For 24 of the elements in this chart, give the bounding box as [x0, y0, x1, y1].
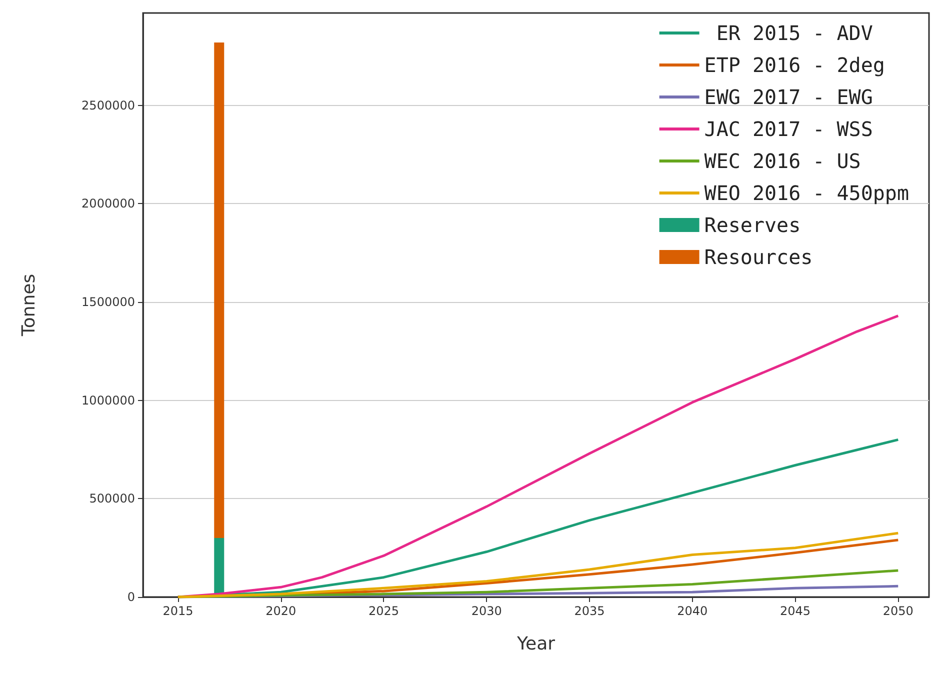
legend-label: EWG 2017 - EWG — [704, 85, 873, 109]
y-tick-label: 0 — [127, 590, 135, 604]
y-tick-label: 2500000 — [82, 98, 135, 112]
y-tick-label: 1000000 — [82, 393, 135, 408]
legend-label: WEO 2016 - 450ppm — [704, 181, 910, 205]
x-tick-label: 2030 — [471, 604, 502, 618]
legend-label: JAC 2017 - WSS — [704, 117, 873, 141]
y-axis-title: Tonnes — [18, 274, 40, 338]
x-tick-label: 2045 — [780, 604, 811, 618]
y-tick-label: 1500000 — [82, 295, 135, 310]
y-tick-label: 500000 — [89, 492, 135, 506]
legend-label: Resources — [704, 245, 813, 269]
legend-label: WEC 2016 - US — [704, 149, 861, 173]
x-tick-label: 2020 — [266, 604, 296, 618]
y-tick-label: 2000000 — [82, 196, 135, 211]
x-tick-label: 2015 — [162, 604, 194, 618]
x-tick-label: 2035 — [574, 604, 605, 618]
legend-label: ETP 2016 - 2deg — [704, 53, 885, 77]
x-tick-label: 2040 — [677, 604, 708, 618]
x-axis-title: Year — [516, 634, 556, 654]
legend-label: Reserves — [704, 213, 801, 237]
x-tick-label: 2025 — [368, 604, 400, 618]
x-tick-label: 2050 — [882, 604, 914, 618]
legend-label: ER 2015 - ADV — [704, 21, 873, 45]
